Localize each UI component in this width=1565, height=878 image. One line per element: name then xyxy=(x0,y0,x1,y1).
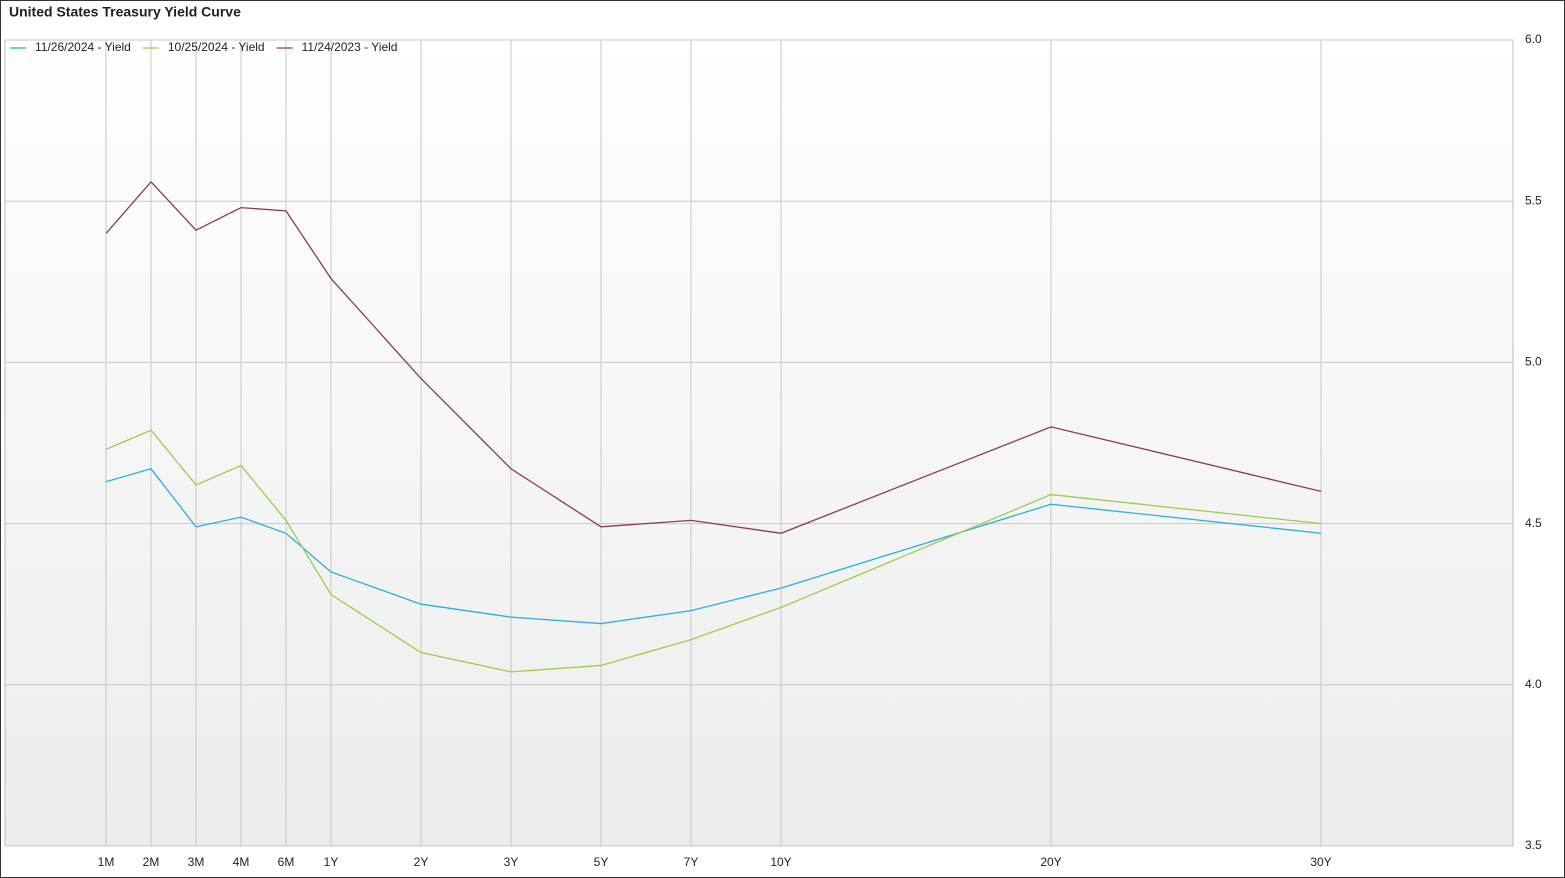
x-tick-label: 7Y xyxy=(684,855,699,869)
y-tick-label: 6.0 xyxy=(1525,32,1542,46)
legend-label: 11/24/2023 - Yield xyxy=(302,40,398,54)
plot-area xyxy=(4,39,1514,847)
legend-label: 11/26/2024 - Yield xyxy=(35,40,131,54)
chart-title: United States Treasury Yield Curve xyxy=(9,4,241,20)
y-tick-label: 4.0 xyxy=(1525,677,1542,691)
x-tick-label: 10Y xyxy=(770,855,791,869)
series-line xyxy=(105,429,1322,673)
x-tick-label: 30Y xyxy=(1310,855,1331,869)
series-line xyxy=(105,180,1322,534)
x-tick-label: 6M xyxy=(278,855,295,869)
x-tick-label: 5Y xyxy=(594,855,609,869)
x-tick-label: 2Y xyxy=(414,855,429,869)
x-tick-label: 1M xyxy=(98,855,115,869)
x-tick-label: 2M xyxy=(143,855,160,869)
series-line xyxy=(105,468,1322,625)
x-tick-label: 4M xyxy=(233,855,250,869)
y-tick-label: 5.0 xyxy=(1525,355,1542,369)
legend-label: 10/25/2024 - Yield xyxy=(168,40,265,54)
x-tick-label: 1Y xyxy=(324,855,339,869)
y-tick-label: 3.5 xyxy=(1525,838,1542,852)
y-tick-label: 4.5 xyxy=(1525,516,1542,530)
x-tick-label: 3Y xyxy=(504,855,519,869)
x-tick-label: 20Y xyxy=(1040,855,1061,869)
y-tick-label: 5.5 xyxy=(1525,193,1542,207)
x-tick-label: 3M xyxy=(188,855,205,869)
